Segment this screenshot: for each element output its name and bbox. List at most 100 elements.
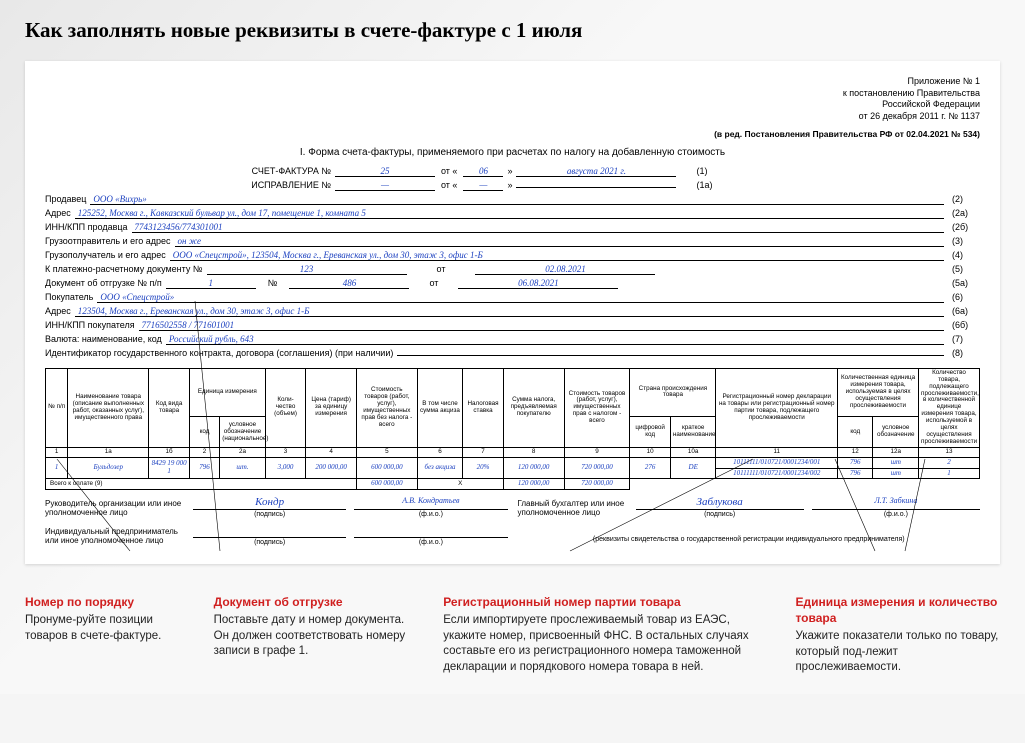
table-row: 1 Бульдозер 8429 19 000 1 796 шт. 3,000 … [46,457,980,468]
colnum: 6 [417,447,463,457]
field-label: ИНН/КПП покупателя [45,320,139,330]
callout-2: Документ об отгрузке Поставьте дату и но… [214,594,419,676]
from-txt2: от « [435,180,463,190]
colnum: 2 [189,447,219,457]
from-lbl2: от [409,278,458,288]
colnum: 12 [838,447,873,457]
sig-note: (реквизиты свидетельства о государственн… [518,536,981,543]
field-value: 7716502558 / 771601001 [139,320,944,331]
sig2-cap: (подпись) [636,511,804,518]
sig3-cap: (подпись) [193,539,346,546]
callout-4-text: Укажите показатели только по товару, кот… [795,629,1000,676]
callout-1-text: Пронуме-руйте позиции товаров в счете-фа… [25,613,189,644]
t-tax: 120 000,00 [503,479,564,490]
cell-u2code1: 796 [838,457,873,468]
field-label: Адрес [45,306,75,316]
cell-ccode: 276 [630,457,671,478]
field-value: Российский рубль, 643 [166,334,944,345]
field-row: ПродавецООО «Вихрь»(2) [45,194,980,208]
colnum: 10 [630,447,671,457]
th-2g: Единица измерения [189,368,265,416]
field-num: (2б) [952,222,980,232]
totals-label: Всего к оплате (9) [46,479,357,490]
invoice-month-year: августа 2021 г. [516,166,676,177]
th-5: Стоимость товаров (работ, услуг), имущес… [356,368,417,447]
sig2-sign: Заблукова [636,496,804,510]
th-4: Цена (тариф) за единицу измерения [306,368,357,447]
appendix-l1: Приложение № 1 [45,76,980,88]
field-label: Идентификатор государственного контракта… [45,348,397,358]
colnum: 10а [670,447,716,457]
th-1b: Код вида товара [149,368,190,447]
field-row: Грузополучатель и его адресООО «Спецстро… [45,250,980,264]
field-row: ИНН/КПП продавца7743123456/774301001(2б) [45,222,980,236]
field-num: (8) [952,348,980,358]
from-lbl: от [407,264,476,274]
callout-3-title: Регистрационный номер партии товара [443,594,770,610]
cell-code: 8429 19 000 1 [149,457,190,478]
field-value: 125252, Москва г., Кавказский бульвар ул… [75,208,944,219]
field-row: Документ об отгрузке № п/п 1 № 486 от 06… [45,278,980,292]
field-row: Валюта: наименование, кодРоссийский рубл… [45,334,980,348]
corr-label: ИСПРАВЛЕНИЕ № [195,180,335,190]
field-label: Валюта: наименование, код [45,334,166,344]
sig1-name: А.В. Кондратьев [354,496,507,510]
appendix-l3: Российской Федерации [45,99,980,111]
th-10g: Страна происхождения товара [630,368,716,416]
colnum: 7 [463,447,504,457]
field-value: 123504, Москва г., Ереванская ул., дом 3… [75,306,944,317]
cell-uname: шт. [220,457,266,478]
cell-excise: без акциза [417,457,463,478]
cell-tax: 120 000,00 [503,457,564,478]
invoice-no: 25 [335,166,435,177]
sig3-sign [193,524,346,538]
field-value: ООО «Вихрь» [90,194,944,205]
field-num: (6а) [952,306,980,316]
th-2: код [189,417,219,448]
line-1: (1) [696,166,724,176]
colnum: 1 [46,447,68,457]
th-1a: Наименование товара (описание выполненны… [68,368,149,447]
th-1: № п/п [46,368,68,447]
field-num: (5) [952,264,980,274]
line-1a: (1a) [696,180,724,190]
cell-n: 1 [46,457,68,478]
sig1-cap: (подпись) [193,511,346,518]
callout-3-text: Если импортируете прослеживаемый товар и… [443,613,770,675]
signatures: Руководитель организации или иное уполно… [45,496,980,546]
th-10: цифровой код [630,417,671,448]
field-num: (2) [952,194,980,204]
corr-no: — [335,180,435,191]
ship-date: 06.08.2021 [458,278,618,289]
field-row: Грузоотправитель и его адресон же(3) [45,236,980,250]
appendix-l4: от 26 декабря 2011 г. № 1137 [45,111,980,123]
cell-rate: 20% [463,457,504,478]
colnum: 13 [919,447,980,457]
th-6: В том числе сумма акциза [417,368,463,447]
field-label: Покупатель [45,292,97,302]
cell-reg1: 10111111/010721/0001234/001 [716,457,838,468]
cell-q1: 2 [919,457,980,468]
ship-pp: 1 [166,278,256,289]
sig3-label: Индивидуальный предприниматель или иное … [45,528,185,546]
sig2-label: Главный бухгалтер или иное уполномоченно… [518,500,628,518]
mid-txt: » [503,166,516,176]
field-row: К платежно-расчетному документу № 123 от… [45,264,980,278]
field-num: (3) [952,236,980,246]
sig3-cap2: (ф.и.о.) [354,539,507,546]
field-num: (5а) [952,278,980,288]
cell-ucode: 796 [189,457,219,478]
colnum: 12а [873,447,919,457]
th-10a: краткое наименование [670,417,716,448]
callout-1: Номер по порядку Пронуме-руйте позиции т… [25,594,189,676]
pay-no: 123 [207,264,407,275]
th-2a: условное обозначение (национальное) [220,417,266,448]
cell-qty: 3,000 [265,457,306,478]
page: Как заполнять новые реквизиты в счете-фа… [0,0,1025,694]
field-label: Документ об отгрузке № п/п [45,278,166,288]
from-txt: от « [435,166,463,176]
field-value: ООО «Спецстрой» [97,292,944,303]
appendix-block: Приложение № 1 к постановлению Правитель… [45,76,980,123]
sig1-label: Руководитель организации или иное уполно… [45,500,185,518]
callout-4-title: Единица измерения и количество товара [795,594,1000,626]
